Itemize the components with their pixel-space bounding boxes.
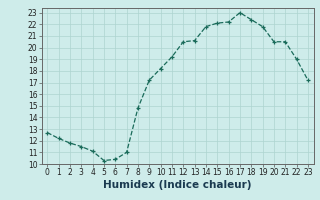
X-axis label: Humidex (Indice chaleur): Humidex (Indice chaleur) (103, 180, 252, 190)
